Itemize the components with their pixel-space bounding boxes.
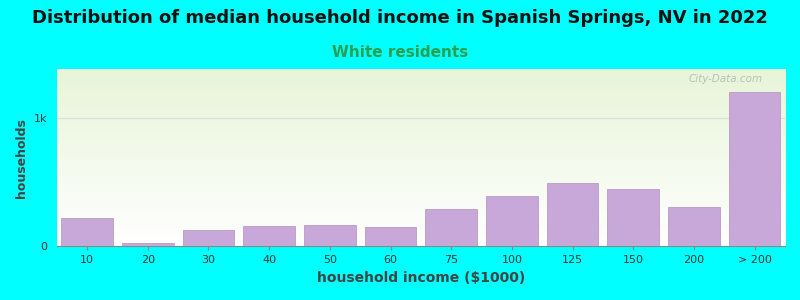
Bar	[547, 183, 598, 246]
X-axis label: household income ($1000): household income ($1000)	[317, 271, 525, 285]
Bar	[304, 225, 356, 246]
Bar	[729, 92, 781, 246]
Bar	[243, 226, 295, 246]
Text: Distribution of median household income in Spanish Springs, NV in 2022: Distribution of median household income …	[32, 9, 768, 27]
Bar	[426, 209, 477, 246]
Bar	[182, 230, 234, 246]
Bar	[668, 207, 720, 246]
Bar	[365, 227, 416, 246]
Text: White residents: White residents	[332, 45, 468, 60]
Y-axis label: households: households	[15, 118, 28, 198]
Bar	[62, 218, 113, 246]
Text: City-Data.com: City-Data.com	[689, 74, 763, 84]
Bar	[607, 189, 659, 246]
Bar	[486, 196, 538, 246]
Bar	[122, 243, 174, 246]
